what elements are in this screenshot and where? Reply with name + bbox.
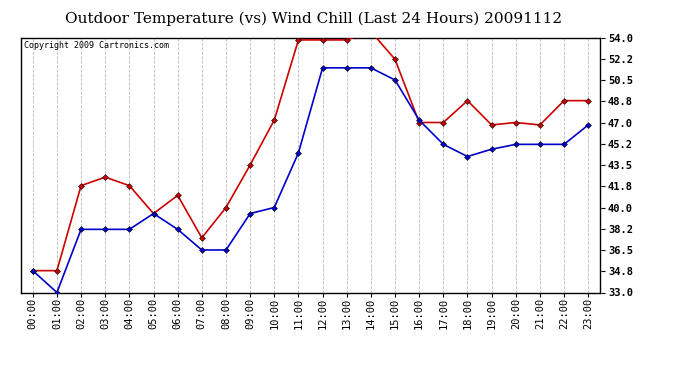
Text: Copyright 2009 Cartronics.com: Copyright 2009 Cartronics.com xyxy=(23,41,168,50)
Text: Outdoor Temperature (vs) Wind Chill (Last 24 Hours) 20091112: Outdoor Temperature (vs) Wind Chill (Las… xyxy=(66,11,562,26)
